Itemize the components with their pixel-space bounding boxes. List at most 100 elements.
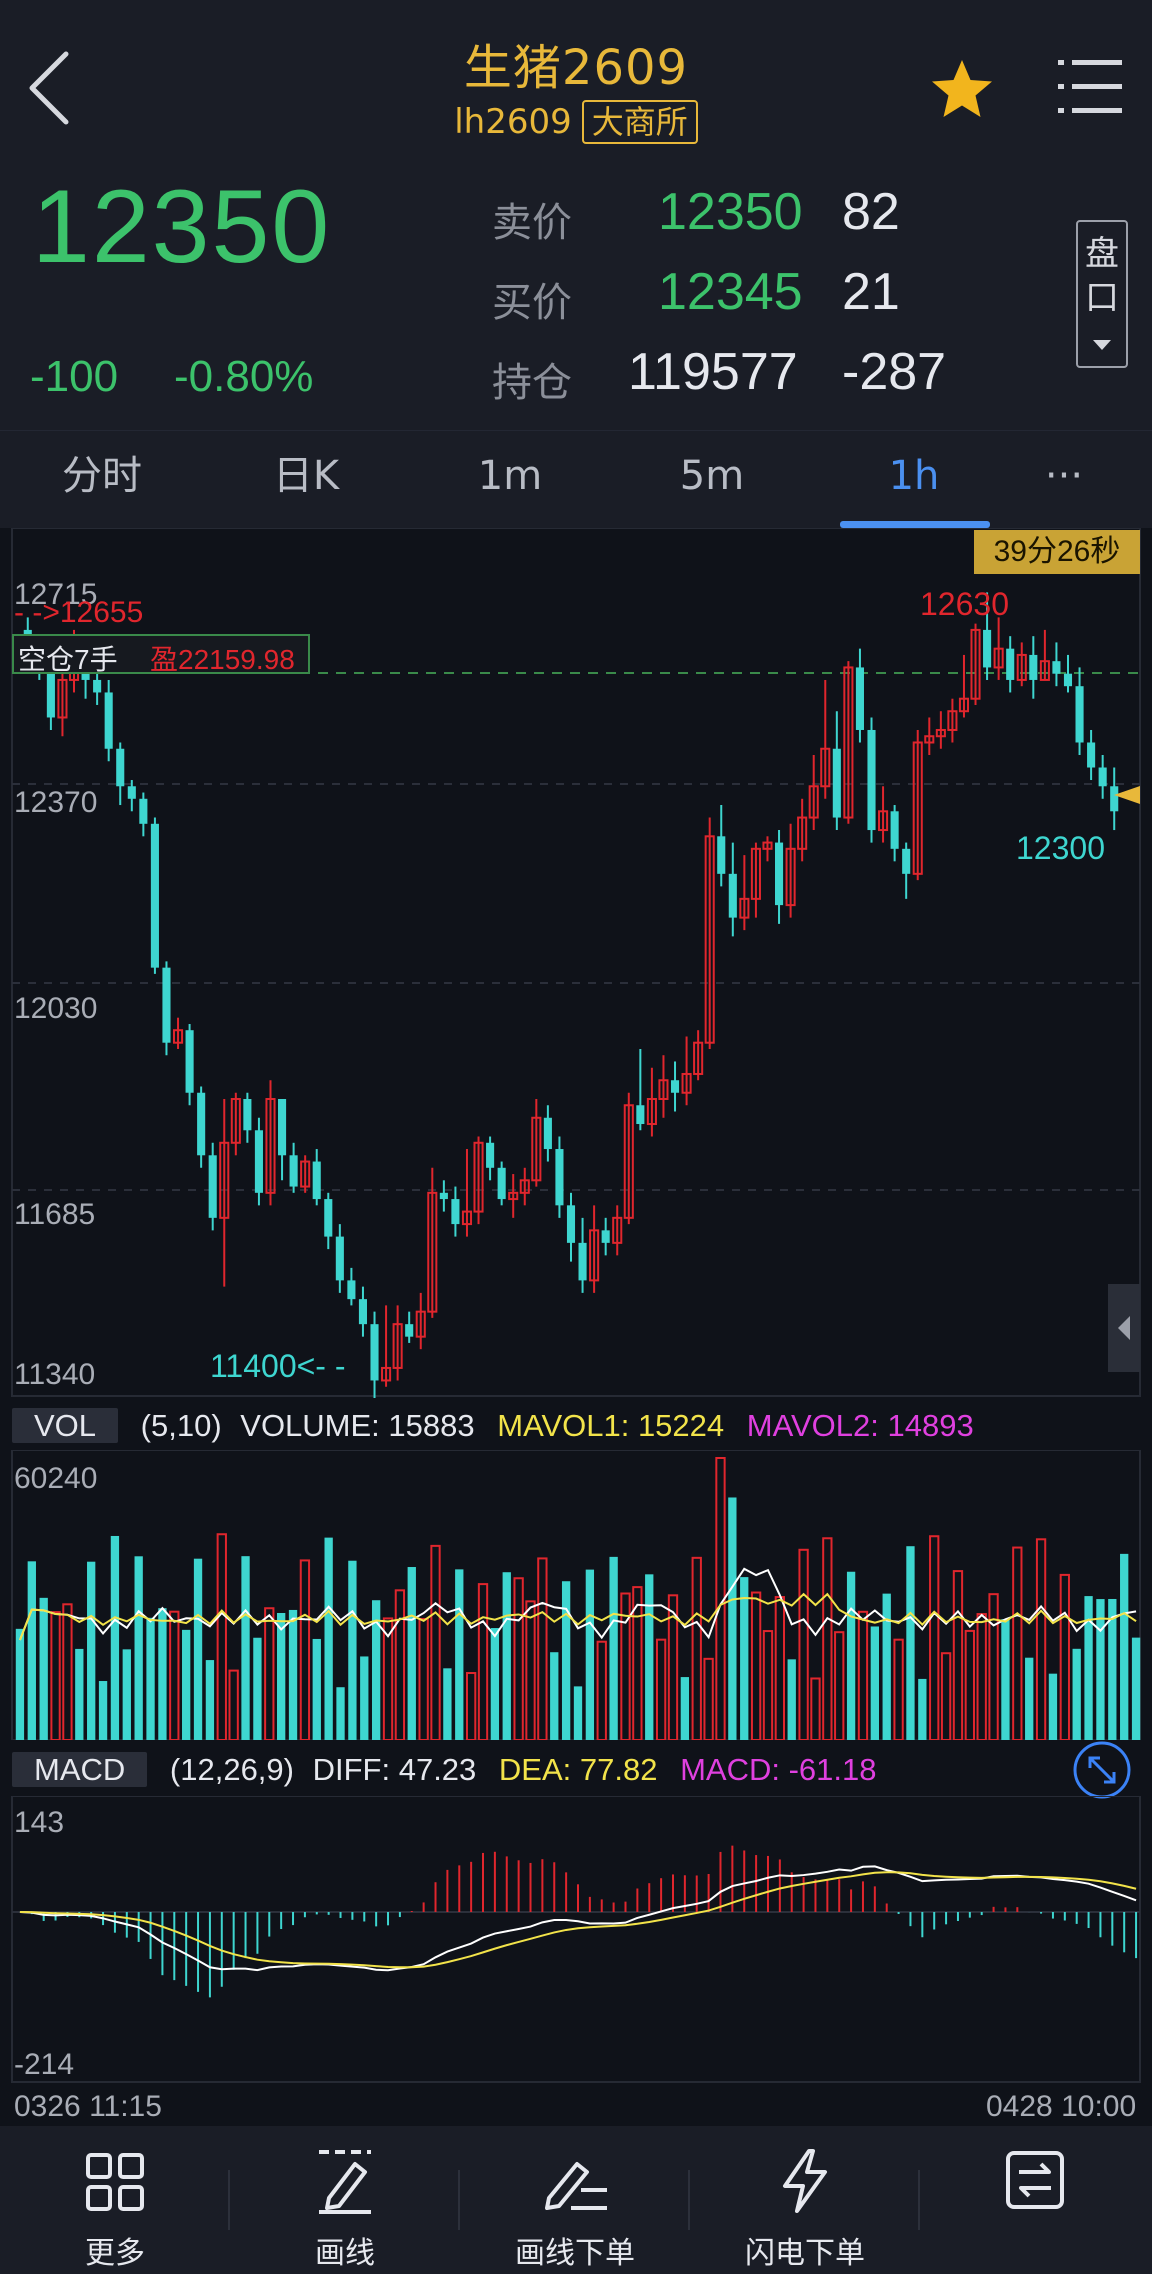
bid-volume: 21 [842,263,900,321]
macd-top-label: 143 [14,1806,65,1839]
volume-bar [122,1649,131,1740]
vol-max-label: 60240 [14,1462,98,1495]
draw-line-order-button[interactable]: 画线下单 [475,2126,675,2274]
volume-bar [620,1592,631,1740]
candle-body [335,1236,344,1281]
menu-icon[interactable] [1058,58,1122,114]
volume-bar [703,1657,714,1740]
low-label: 11400<- - [210,1348,346,1384]
candle-body [1110,786,1119,812]
volume-chart[interactable] [0,1450,1152,1740]
volume-bar [988,1593,999,1740]
candle-body [1087,742,1096,768]
candle-body [116,748,125,787]
vol-tag[interactable]: VOL [12,1408,119,1443]
candle-body [739,897,750,919]
tab-1h[interactable]: 1h [888,453,940,499]
switch-button[interactable] [935,2126,1135,2274]
volume-bar [561,1581,571,1740]
macd-params: (12,26,9) [169,1752,294,1787]
volume-bar [169,1610,180,1740]
toolbar-divider [918,2170,920,2230]
y-tick-11340: 11340 [14,1358,96,1391]
candle-body [983,629,992,668]
volume-bar [632,1586,643,1740]
position-label: 空仓7手 [18,644,118,675]
volume-bar [940,1652,952,1740]
candlestick-chart[interactable] [0,528,1152,1398]
candle-body [1039,660,1050,681]
candle-body [924,735,935,744]
volume-bar [228,1669,239,1740]
candle-body [843,666,854,819]
volume-bar [882,1593,891,1740]
draw-line-button[interactable]: 画线 [245,2126,445,2274]
tab-1m[interactable]: 1m [477,453,543,499]
tab-intraday[interactable]: 分时 [62,453,142,499]
time-axis-end: 0428 10:00 [986,2090,1137,2123]
candle-body [728,873,737,918]
candle-body [197,1092,206,1156]
more-tabs-button[interactable]: ··· [1044,453,1084,499]
candle-body [300,1160,311,1188]
candle-body [1016,653,1027,681]
order-book-toggle[interactable]: 盘口 [1076,220,1128,368]
candle-body [958,697,970,713]
more-button[interactable]: 更多 [15,2126,215,2274]
candle-body [855,667,864,730]
ask-price: 12350 [658,183,803,241]
macd-tag[interactable]: MACD [12,1752,148,1787]
volume-bar [1084,1596,1093,1740]
pencil-icon [319,2150,371,2214]
volume-bar [1025,1657,1034,1740]
favorite-star-icon[interactable] [928,56,996,124]
macd-value: MACD: -61.18 [680,1752,877,1787]
volume-bar [952,1570,964,1740]
draw-line-order-label: 画线下单 [515,2236,635,2271]
volume-bar [1048,1673,1058,1740]
mavol1-line [19,1567,1137,1641]
volume-bar [216,1533,227,1740]
time-axis-start: 0326 11:15 [14,2090,162,2123]
volume-bar [98,1681,108,1740]
volume-bar [477,1583,489,1740]
volume-bar [1035,1538,1047,1740]
volume-bar [976,1613,987,1740]
candle-body [312,1161,321,1200]
volume-bar [762,1630,774,1740]
volume-bar [798,1548,809,1740]
volume-bar [585,1569,595,1740]
candle-body [162,967,171,1043]
open-interest: 119577 [628,343,798,401]
pencil-order-icon [545,2162,607,2210]
candle-body [486,1142,495,1168]
volume-bar [371,1600,381,1740]
volume-bar [430,1544,441,1740]
volume-bar [596,1640,607,1740]
active-tab-indicator [840,521,990,528]
collapse-panel-button[interactable] [1108,1284,1140,1372]
candle-body [993,647,1004,669]
macd-chart[interactable] [0,1796,1152,2084]
volume-bar [75,1648,84,1740]
volume-bar [609,1556,618,1740]
back-icon[interactable] [22,48,82,128]
candle-body [947,710,958,731]
candle-body [832,748,841,818]
volume-bar [455,1569,464,1740]
position-box[interactable]: 空仓7手 盈22159.98 [12,634,310,675]
candle-body [601,1230,610,1243]
candle-body [693,1041,704,1075]
tab-daily[interactable]: 日K [272,453,340,499]
candle-body [1075,686,1084,743]
volume-bar [264,1607,275,1740]
candle-body [566,1205,576,1243]
volume-bar [182,1629,191,1740]
candle-body [497,1167,506,1200]
candle-body [589,1229,600,1282]
tab-5m[interactable]: 5m [679,453,745,499]
flash-order-button[interactable]: 闪电下单 [705,2126,905,2274]
diff-value: DIFF: 47.23 [312,1752,477,1787]
candle-body [370,1324,379,1381]
fullscreen-icon[interactable] [1072,1740,1132,1800]
